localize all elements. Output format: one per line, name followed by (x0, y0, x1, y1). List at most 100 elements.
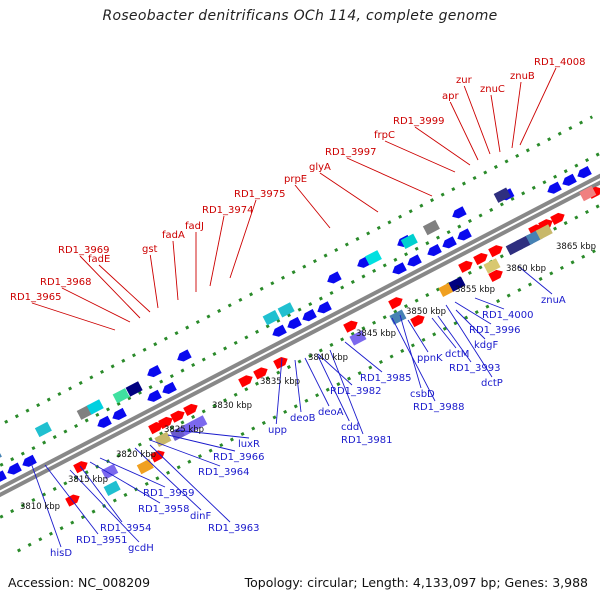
leader-top-10 (294, 184, 331, 229)
bottom-label-kdgf: kdgF (474, 340, 498, 351)
forward-gene-arrow-6-shape (238, 375, 253, 388)
leader-top-3 (79, 255, 141, 319)
reverse-gene-arrow-9-shape (287, 316, 302, 329)
gene-block-20 (112, 388, 130, 404)
top-label-fade: fadE (88, 254, 110, 265)
reverse-gene-arrow-14 (427, 244, 442, 257)
forward-gene-arrow-9-shape (343, 320, 358, 333)
forward-gene-arrow-5-shape (183, 403, 198, 416)
gene-block-1-shape (101, 463, 119, 480)
gene-block-19-shape (86, 399, 104, 415)
gene-block-24-shape (364, 250, 382, 266)
gene-block-25 (400, 233, 418, 249)
reverse-gene-arrow-21-shape (177, 349, 192, 362)
forward-gene-arrow-7-shape (253, 367, 268, 380)
forward-gene-arrow-10 (388, 297, 403, 310)
bottom-label-rd1-3958: RD1_3958 (138, 504, 189, 515)
leader-bottom-5 (89, 461, 161, 504)
leader-bottom-8 (149, 444, 231, 523)
gene-block-1 (101, 463, 119, 480)
gene-block-29 (103, 480, 121, 497)
forward-gene-arrow-2 (148, 422, 163, 435)
forward-gene-arrow-11 (458, 260, 473, 273)
top-label-zur: zur (456, 75, 473, 86)
reverse-gene-arrow-2-shape (7, 462, 22, 475)
leader-top-6 (172, 240, 179, 301)
bottom-label-rd1-3988: RD1_3988 (413, 402, 464, 413)
leader-bottom-1 (29, 459, 62, 548)
leader-bottom-15 (317, 355, 350, 422)
forward-gene-arrow-8 (273, 357, 288, 370)
bottom-label-rd1-3982: RD1_3982 (330, 386, 381, 397)
leader-bottom-27 (474, 297, 505, 310)
bottom-label-deoa: deoA (318, 407, 344, 418)
reverse-gene-arrow-25-shape (452, 206, 467, 219)
leader-bottom-24 (445, 304, 493, 378)
leader-bottom-9 (149, 439, 221, 467)
leader-bottom-12 (275, 357, 283, 425)
forward-gene-arrow-13 (488, 245, 503, 258)
reverse-gene-arrow-11 (317, 301, 332, 314)
leader-top-17 (490, 94, 501, 153)
leader-bottom-23 (437, 315, 472, 363)
bottom-label-rd1-3966: RD1_3966 (213, 452, 264, 463)
reverse-gene-arrow-15-shape (442, 236, 457, 249)
leader-bottom-18 (344, 341, 383, 373)
genome-backbone (0, 173, 600, 498)
leader-bottom-7 (134, 447, 202, 511)
gene-block-21-shape (125, 381, 143, 397)
reverse-gene-arrow-7 (162, 381, 177, 395)
reverse-gene-arrow-12-shape (392, 262, 407, 275)
leader-bottom-6 (99, 457, 166, 488)
gene-block-22 (262, 310, 280, 326)
forward-gene-arrow-5 (183, 403, 198, 416)
gene-block-7-shape (389, 309, 407, 325)
reverse-gene-arrow-14-shape (427, 244, 442, 257)
bottom-label-deob: deoB (290, 413, 316, 424)
gene-block-9 (448, 276, 466, 292)
top-label-rd1-4008: RD1_4008 (534, 57, 585, 68)
top-label-apr: apr (442, 91, 459, 102)
bottom-label-gcdh: gcdH (128, 543, 154, 554)
forward-gene-arrow-3-shape (158, 416, 173, 429)
reverse-gene-arrow-21 (177, 349, 192, 362)
gene-block-15 (579, 185, 597, 202)
reverse-gene-arrow-8-shape (272, 324, 287, 337)
gene-block-7 (389, 309, 407, 325)
reverse-gene-arrow-6-shape (147, 389, 162, 402)
top-label-rd1-3968: RD1_3968 (40, 277, 91, 288)
forward-gene-arrow-18 (150, 450, 165, 463)
gene-block-14-shape (535, 224, 553, 240)
forward-gene-arrow-19-shape (410, 315, 425, 328)
gene-block-5-shape (190, 415, 208, 431)
forward-gene-arrow-2-shape (148, 422, 163, 435)
leader-top-5 (149, 254, 159, 309)
bottom-label-cdd: cdd (341, 422, 359, 433)
leader-top-16 (463, 85, 491, 155)
reverse-gene-arrow-9 (287, 316, 302, 329)
gene-block-23 (277, 302, 295, 318)
leader-top-13 (384, 140, 456, 173)
gene-block-28 (136, 458, 154, 475)
gene-block-6-shape (349, 330, 367, 346)
bottom-label-upp: upp (268, 425, 287, 436)
leader-top-19 (519, 67, 557, 146)
bottom-label-rd1-3954: RD1_3954 (100, 523, 151, 534)
gene-block-22-shape (262, 310, 280, 326)
forward-gene-arrow-3 (158, 416, 173, 429)
leader-bottom-26 (454, 301, 492, 325)
reverse-gene-arrow-18-shape (562, 173, 577, 186)
gene-block-28-shape (136, 458, 154, 475)
tick-label-3815-kbp: 3815 kbp (68, 475, 108, 485)
forward-gene-arrow-16 (550, 212, 565, 226)
leader-bottom-25 (455, 309, 486, 340)
leader-bottom-3 (69, 469, 140, 543)
reverse-gene-arrow-3-shape (22, 454, 37, 467)
tick-label-3825-kbp: 3825 kbp (164, 425, 204, 435)
top-label-rd1-3969: RD1_3969 (58, 245, 109, 256)
leader-bottom-11 (174, 429, 250, 439)
leader-bottom-17 (317, 353, 353, 386)
top-label-rd1-3965: RD1_3965 (10, 292, 61, 303)
